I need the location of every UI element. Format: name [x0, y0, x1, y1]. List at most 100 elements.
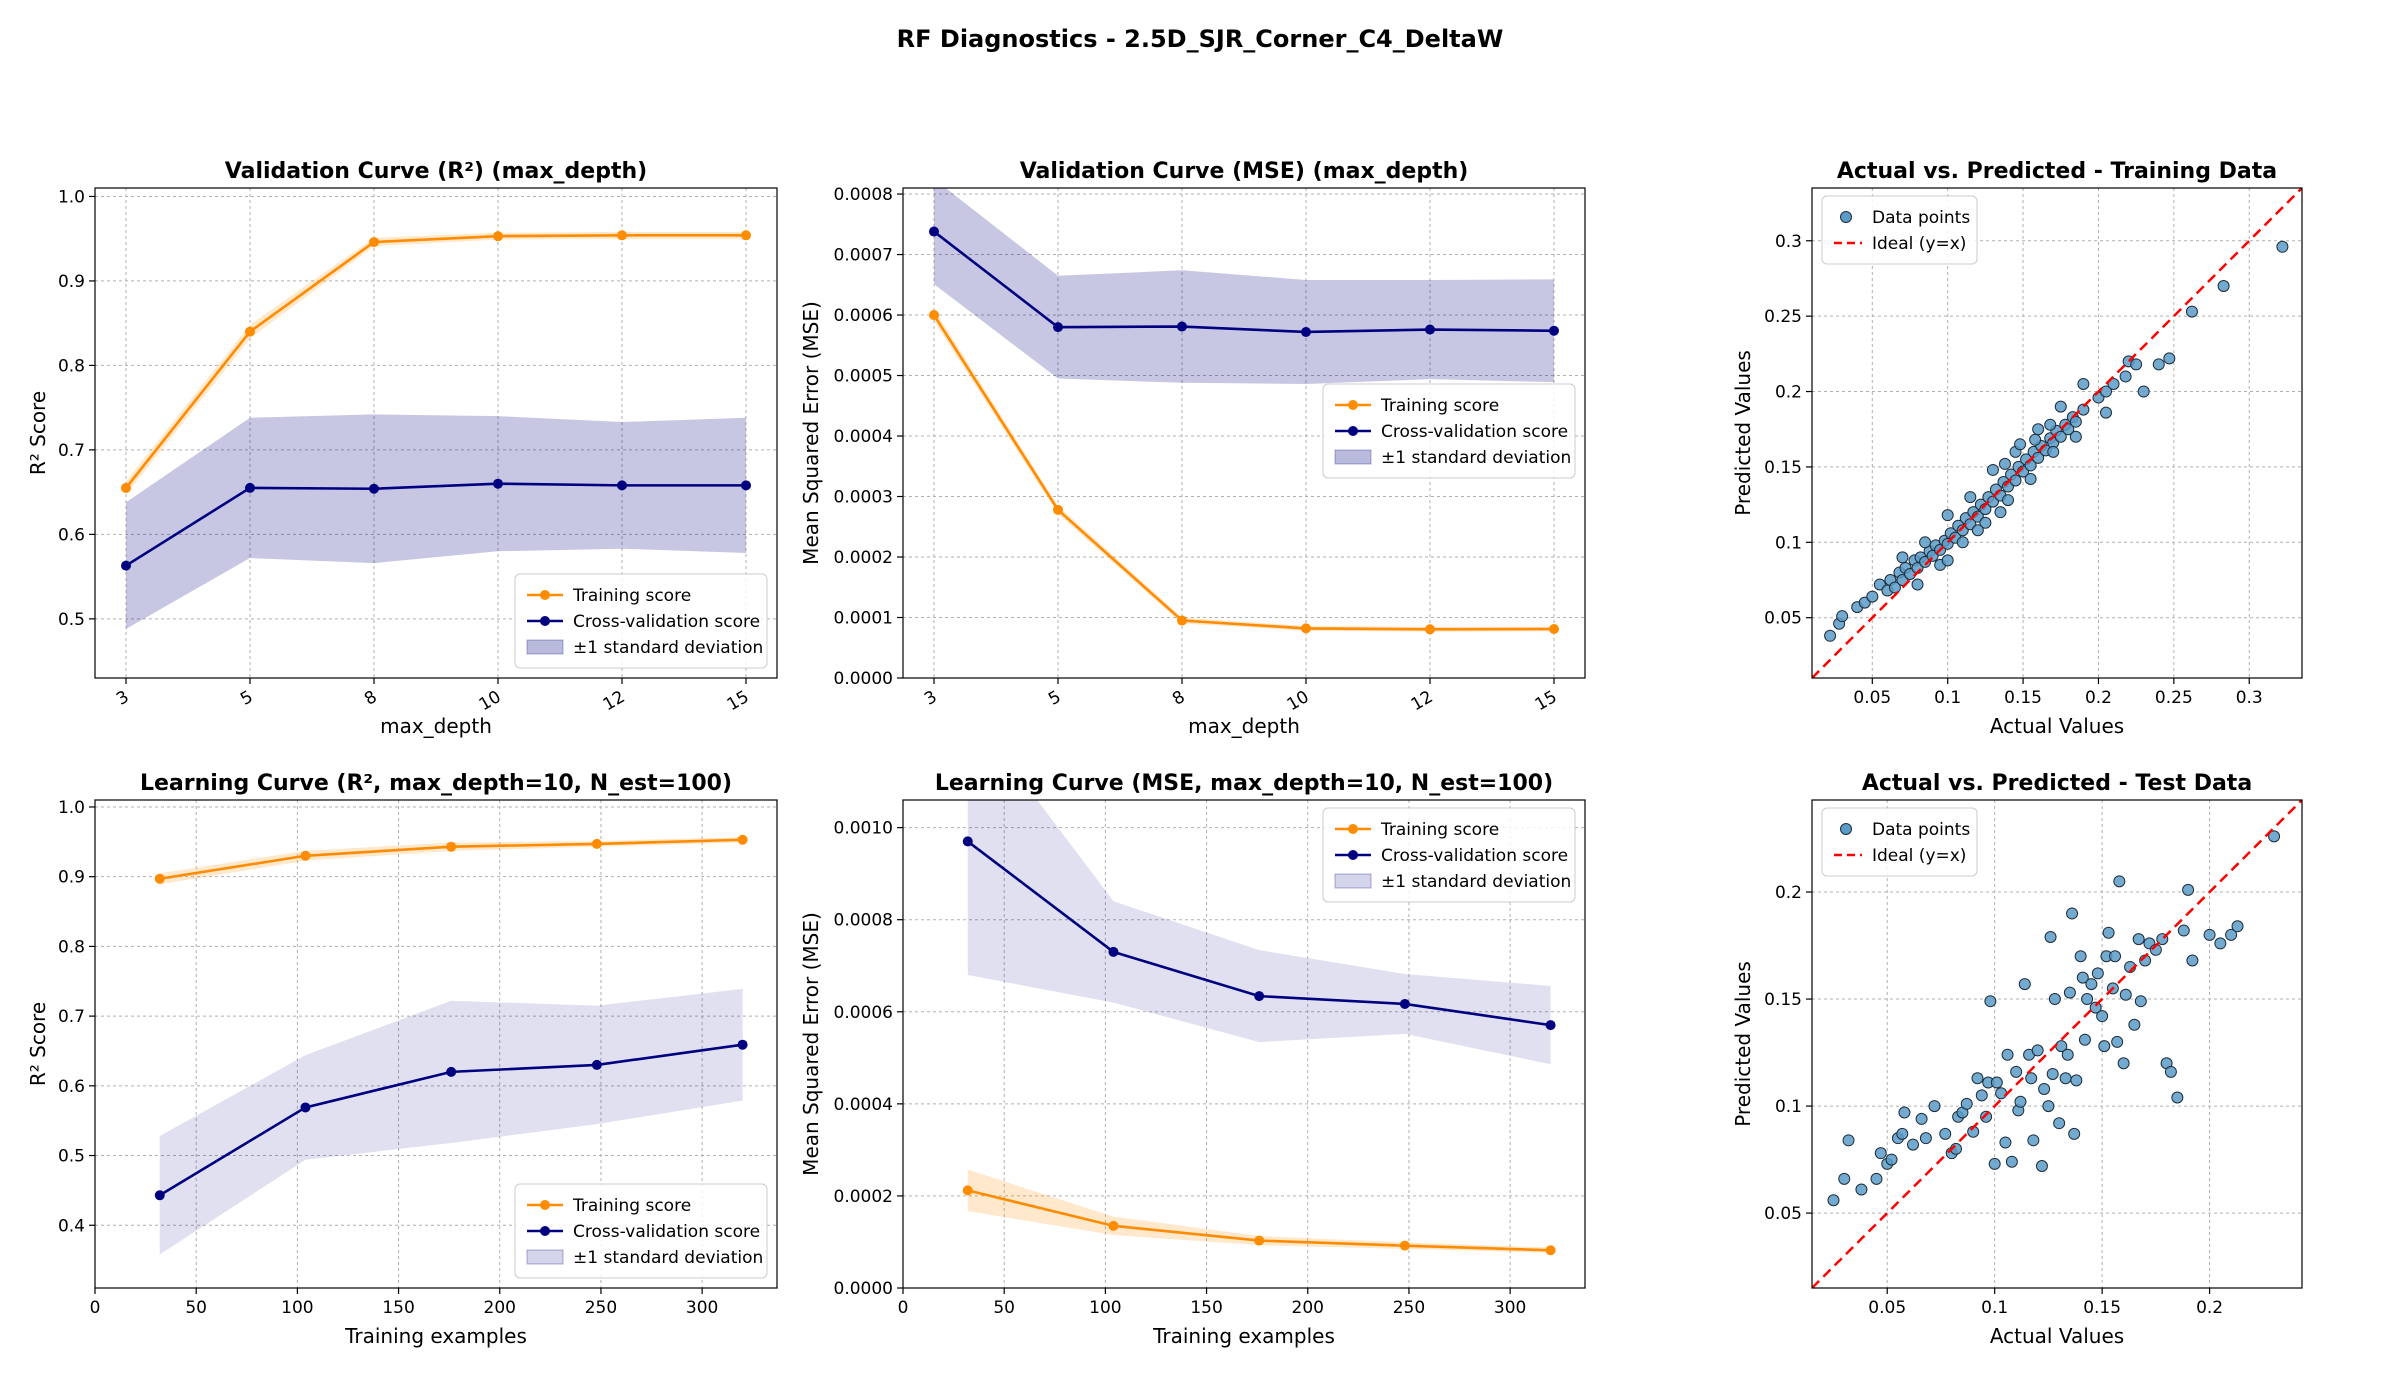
data-point-27 — [1988, 1157, 2001, 1170]
data-point-10 — [1898, 1106, 1911, 1119]
series-point-0-3 — [1399, 1240, 1410, 1251]
data-point-87 — [2214, 937, 2227, 950]
legend-label-2: ±1 standard deviation — [573, 1248, 763, 1268]
legend-label-1: Cross-validation score — [1381, 422, 1568, 442]
y-tick-label-2: 0.0002 — [834, 548, 893, 568]
data-point-58 — [2077, 403, 2090, 416]
legend: Training score Cross-validation score ±1 s… — [1322, 807, 1576, 903]
data-point-83 — [2177, 924, 2190, 937]
data-point-58 — [2081, 993, 2094, 1006]
data-point-57 — [2069, 415, 2082, 428]
x-tick-label-0: 0 — [898, 1298, 909, 1318]
data-point-70 — [2117, 1057, 2130, 1070]
series-point-0-5 — [741, 230, 751, 241]
data-point-79 — [2077, 378, 2090, 390]
data-point-70 — [2276, 240, 2289, 253]
data-point-32 — [2005, 1155, 2018, 1168]
data-point-36 — [2018, 978, 2031, 991]
series-point-1-0 — [154, 1190, 165, 1201]
legend-marker-0 — [540, 1200, 550, 1210]
x-axis-label: Training examples — [344, 1324, 527, 1348]
x-tick-label-1: 5 — [1045, 687, 1064, 710]
ideal-line — [1812, 800, 2302, 1288]
legend-marker-1 — [540, 1226, 550, 1236]
data-point-71 — [1896, 551, 1909, 564]
data-point-5 — [1866, 590, 1879, 603]
data-point-53 — [2054, 430, 2067, 443]
data-point-95 — [1994, 506, 2007, 519]
y-tick-label-0: 0.0000 — [834, 1279, 893, 1299]
y-axis-label: R² Score — [26, 1002, 50, 1086]
x-tick-label-2: 100 — [281, 1298, 313, 1318]
series-point-1-0 — [962, 836, 973, 847]
y-tick-label-5: 1.0 — [58, 187, 85, 207]
legend-marker-0 — [1348, 400, 1358, 410]
series-point-0-1 — [1108, 1220, 1119, 1231]
x-axis-label: Training examples — [1152, 1324, 1335, 1348]
x-tick-label-1: 0.1 — [1981, 1298, 2008, 1318]
series-point-0-3 — [493, 231, 503, 242]
plot-area — [154, 834, 748, 1255]
series-point-0-2 — [1177, 615, 1187, 626]
series-point-1-1 — [245, 482, 255, 493]
data-point-65 — [2102, 926, 2115, 939]
data-point-63 — [2098, 1040, 2111, 1053]
y-tick-label-6: 1.0 — [58, 798, 85, 818]
data-point-69 — [2113, 875, 2126, 888]
y-tick-label-0: 0.4 — [58, 1216, 85, 1236]
series-point-0-0 — [154, 873, 165, 884]
series-point-1-0 — [929, 226, 939, 237]
series-point-1-2 — [1177, 321, 1187, 332]
x-tick-label-1: 50 — [185, 1298, 207, 1318]
y-tick-label-0: 0.0000 — [834, 669, 893, 689]
data-point-67 — [2163, 352, 2176, 365]
x-tick-label-4: 200 — [1292, 1298, 1324, 1318]
data-point-23 — [1975, 1089, 1988, 1102]
x-tick-label-0: 0.05 — [1868, 1298, 1906, 1318]
x-tick-label-2: 0.15 — [2004, 688, 2042, 708]
data-point-26 — [1984, 995, 1997, 1008]
data-point-47 — [2053, 1117, 2066, 1130]
data-point-30 — [1999, 1136, 2012, 1149]
y-tick-label-0: 0.05 — [1764, 609, 1802, 629]
y-tick-label-1: 0.0001 — [834, 609, 893, 629]
legend-label-0: Data points — [1872, 820, 1970, 840]
y-tick-label-4: 0.25 — [1764, 307, 1802, 327]
x-tick-label-4: 200 — [484, 1298, 516, 1318]
legend: Training score Cross-validation score ±1 s… — [1322, 383, 1576, 479]
legend-label-0: Training score — [572, 1196, 691, 1216]
x-tick-label-3: 150 — [382, 1298, 414, 1318]
data-point-87 — [2069, 430, 2082, 443]
y-tick-label-7: 0.0007 — [834, 246, 893, 266]
axes-frame — [94, 187, 778, 679]
chart-title: Actual vs. Predicted - Training Data — [1837, 159, 2277, 184]
y-tick-label-2: 0.0004 — [834, 1095, 893, 1115]
data-point-7 — [1885, 1153, 1898, 1166]
series-point-0-0 — [962, 1185, 973, 1196]
x-tick-label-0: 0.05 — [1853, 688, 1891, 708]
y-tick-label-5: 0.9 — [58, 868, 85, 888]
chart-title: Actual vs. Predicted - Test Data — [1862, 771, 2252, 796]
data-point-85 — [2024, 472, 2037, 485]
data-point-88 — [2225, 928, 2238, 941]
y-tick-label-3: 0.0003 — [834, 488, 893, 508]
x-tick-label-6: 300 — [1494, 1298, 1526, 1318]
data-point-80 — [1911, 578, 1924, 591]
legend-label-0: Training score — [1380, 820, 1499, 840]
series-point-1-3 — [591, 1059, 602, 1070]
series-point-0-5 — [1549, 624, 1559, 634]
chart-lc-r2: 0 50 100 150 200 250 300 0.4 0.5 0.6 0.7 0.8 0.9 1.0 L… — [26, 771, 778, 1348]
y-tick-label-5: 0.0005 — [834, 367, 893, 387]
y-axis-label: R² Score — [26, 391, 50, 475]
series-point-1-3 — [493, 478, 503, 489]
data-point-11 — [1907, 1138, 1920, 1151]
series-point-1-2 — [369, 483, 379, 494]
plot-area — [962, 800, 1556, 1256]
x-tick-label-1: 5 — [237, 687, 256, 710]
series-point-0-2 — [369, 237, 379, 248]
y-tick-label-2: 0.15 — [1764, 990, 1802, 1010]
data-point-4 — [1870, 1172, 1883, 1185]
data-point-31 — [2001, 1048, 2014, 1061]
x-tick-label-0: 0 — [90, 1298, 101, 1318]
series-point-0-1 — [300, 850, 311, 861]
